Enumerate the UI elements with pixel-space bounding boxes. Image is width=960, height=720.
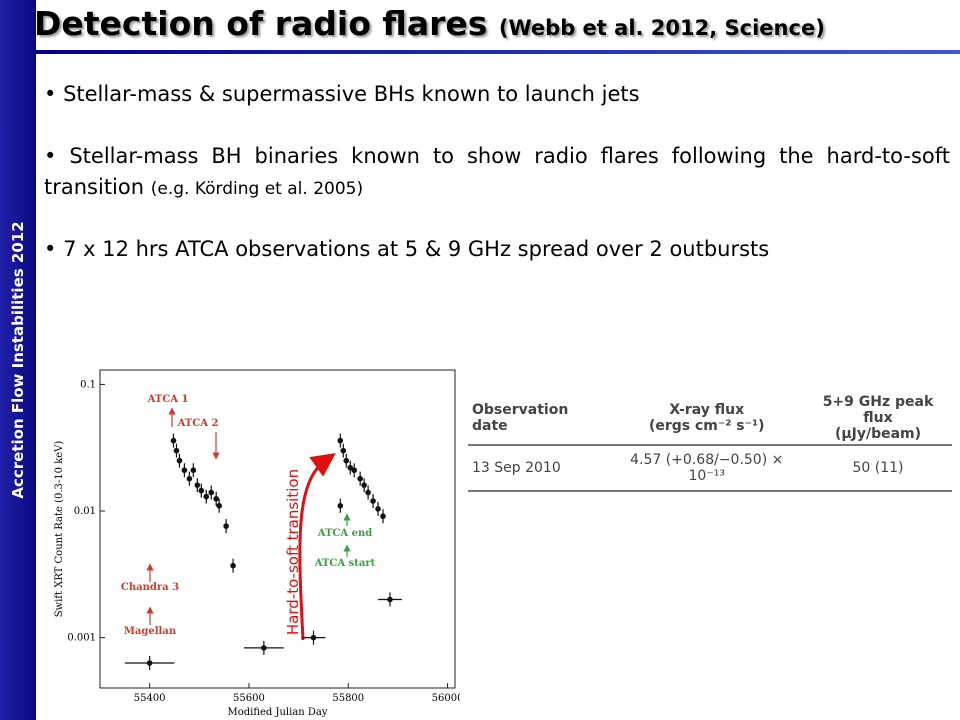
data-point <box>347 464 354 471</box>
bullet-text: 7 x 12 hrs ATCA observations at 5 & 9 GH… <box>63 237 770 261</box>
y-tick-label: 0.01 <box>74 506 96 517</box>
x-tick-label: 55600 <box>233 693 265 704</box>
annotation: Chandra 3 <box>121 582 179 593</box>
data-point <box>337 502 344 509</box>
table-row: 13 Sep 2010 4.57 (+0.68/−0.50) × 10⁻¹³ 5… <box>468 445 952 492</box>
bullet: • 7 x 12 hrs ATCA observations at 5 & 9 … <box>44 237 770 261</box>
x-tick-label: 55400 <box>134 693 166 704</box>
sidebar-text: Accretion Flow Instabilities 2012 <box>9 221 27 499</box>
cell: 13 Sep 2010 <box>468 445 610 492</box>
data-point <box>370 498 376 504</box>
citation: (Webb et al. 2012, Science) <box>498 16 825 40</box>
annotation: Hard-to-soft transition <box>284 469 302 635</box>
data-point <box>357 475 363 482</box>
title-text: Detection of radio flares <box>34 4 488 43</box>
data-point <box>186 475 193 482</box>
data-point <box>230 562 236 569</box>
cell: 50 (11) <box>803 445 952 492</box>
title: Detection of radio flares (Webb et al. 2… <box>34 4 825 43</box>
header-text: 5+9 GHz peak flux <box>822 394 934 426</box>
data-point <box>387 596 393 603</box>
sidebar: Accretion Flow Instabilities 2012 <box>0 0 36 720</box>
data-point <box>375 506 381 512</box>
annotation: ATCA end <box>317 528 372 539</box>
data-table: Observation date X-ray flux (ergs cm⁻² s⁻… <box>468 392 952 492</box>
annotation: ATCA 2 <box>177 418 219 429</box>
header-cell: 5+9 GHz peak flux (μJy/beam) <box>803 392 952 446</box>
bullet: • Stellar-mass BH binaries known to show… <box>44 144 950 199</box>
data-point <box>380 513 386 520</box>
header-text: (μJy/beam) <box>834 426 922 442</box>
header-cell: Observation date <box>468 392 610 446</box>
data-point <box>223 523 229 529</box>
bullet-text: Stellar-mass BH binaries known to show r… <box>44 144 950 199</box>
y-axis-label: Swift XRT Count Rate (0.3-10 keV) <box>54 441 65 618</box>
data-point <box>261 645 267 651</box>
data-point <box>216 502 222 509</box>
data-point <box>181 467 188 474</box>
bullet: • Stellar-mass & supermassive BHs known … <box>44 82 640 106</box>
data-point <box>351 467 358 474</box>
bullet-text: Stellar-mass & supermassive BHs known to… <box>63 82 640 106</box>
cell: 4.57 (+0.68/−0.50) × 10⁻¹³ <box>609 445 804 492</box>
annotation: ATCA 1 <box>147 394 189 405</box>
header-cell: X-ray flux (ergs cm⁻² s⁻¹) <box>609 392 804 446</box>
data-point <box>213 495 219 502</box>
data-point <box>190 467 197 474</box>
data-point <box>203 493 210 500</box>
x-tick-label: 55800 <box>332 693 364 704</box>
chart: ATCA 1 ATCA 2 Chandra 3 Magellan ATCA en… <box>54 369 460 717</box>
data-point <box>340 447 347 454</box>
data-point <box>176 457 183 464</box>
data-point <box>365 489 371 496</box>
x-axis-label: Modified Julian Day <box>227 707 327 717</box>
header-text: (ergs cm⁻² s⁻¹) <box>648 418 765 434</box>
data-point <box>310 634 317 641</box>
annotation: ATCA start <box>314 558 376 569</box>
y-tick-label: 0.001 <box>67 633 96 644</box>
bullet-note: (e.g. Körding et al. 2005) <box>150 179 364 199</box>
annotation: Magellan <box>124 626 177 637</box>
data-point <box>361 482 367 488</box>
y-tick-label: 0.1 <box>80 379 96 390</box>
data-point <box>170 437 177 444</box>
header-text: X-ray flux <box>669 402 745 418</box>
table-header: Observation date X-ray flux (ergs cm⁻² s⁻… <box>468 392 952 446</box>
plot-frame <box>99 369 456 689</box>
data-point <box>337 437 344 444</box>
title-rule <box>36 50 960 54</box>
data-point <box>198 487 205 494</box>
data-point <box>194 482 201 488</box>
data-point <box>146 660 153 666</box>
data-point <box>208 489 215 496</box>
data-point <box>173 447 180 454</box>
data-point <box>343 457 350 464</box>
